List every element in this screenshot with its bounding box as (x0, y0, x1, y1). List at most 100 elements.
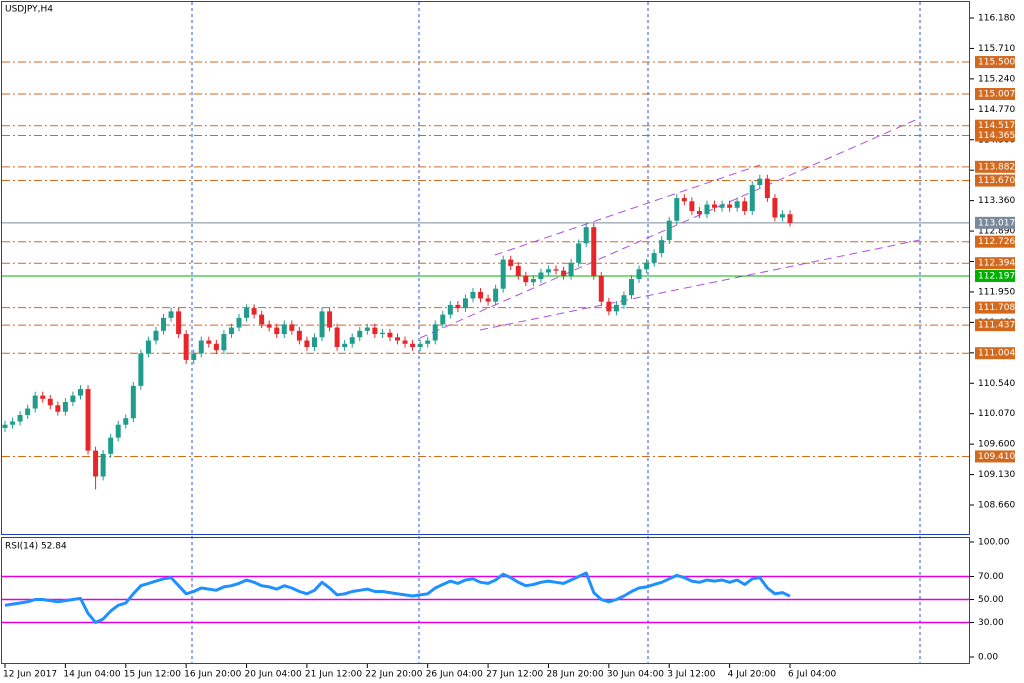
candle-body (161, 317, 167, 331)
level-line-label: 109.410 (978, 452, 1015, 462)
candle-body (470, 291, 476, 299)
level-line-label: 113.882 (978, 162, 1015, 172)
candle-body (628, 278, 634, 296)
candle-body (666, 220, 672, 241)
y-tick-label: 30.00 (978, 618, 1004, 628)
candle-body (712, 204, 718, 208)
x-tick-label: 22 Jun 20:00 (365, 670, 422, 680)
y-tick-label: 109.600 (978, 440, 1015, 450)
candle-body (93, 450, 99, 477)
candle-body (568, 262, 574, 276)
candle-body (379, 332, 385, 335)
candle-body (55, 405, 61, 412)
candle-body (2, 424, 8, 428)
y-tick-label: 113.360 (978, 196, 1015, 206)
candle-body (319, 311, 325, 338)
candle-body (281, 324, 287, 335)
x-tick-label: 20 Jun 04:00 (245, 670, 302, 680)
candle-body (523, 275, 529, 283)
y-tick-label: 115.240 (978, 74, 1015, 84)
candle-body (274, 327, 280, 335)
main-panel-border (1, 1, 970, 535)
level-line-label: 115.007 (978, 89, 1015, 99)
candle-body (85, 389, 91, 451)
y-tick-label: 114.770 (978, 105, 1015, 115)
level-line-tag (975, 450, 1015, 463)
candle-body (342, 343, 348, 347)
candle-body (500, 259, 506, 289)
candle-body (145, 340, 151, 354)
level-line-label: 111.437 (978, 321, 1015, 331)
candle-body (621, 295, 627, 305)
candle-body (606, 301, 612, 312)
candle-body (228, 327, 234, 335)
candle-body (10, 421, 16, 425)
candle-body (40, 395, 46, 399)
candle-body (123, 418, 129, 425)
candle-body (349, 337, 355, 344)
candle-body (440, 314, 446, 325)
level-line-label: 112.394 (978, 259, 1015, 269)
candle-body (455, 304, 461, 309)
candle-body (462, 298, 468, 309)
candle-body (168, 311, 174, 318)
level-line-tag (975, 129, 1015, 142)
level-line-tag (975, 347, 1015, 360)
candle-body (395, 337, 400, 341)
candle-body (153, 330, 159, 341)
candle-body (779, 214, 785, 218)
x-tick-label: 6 Jul 04:00 (788, 670, 837, 680)
candle-body (538, 272, 544, 279)
candle-body (402, 340, 408, 344)
candle-body (244, 308, 250, 318)
y-tick-label: 108.660 (978, 501, 1015, 511)
rsi-line (4, 571, 791, 624)
level-line-tag (975, 56, 1015, 69)
candle-body (478, 291, 484, 299)
level-line-label: 111.004 (978, 349, 1015, 359)
candle-body (62, 402, 68, 412)
candle-body (115, 424, 121, 438)
candle-body (221, 334, 227, 351)
support-line-label: 112.197 (978, 271, 1015, 281)
candle-body (696, 210, 702, 215)
y-tick-label: 112.890 (978, 227, 1015, 237)
level-line-label: 113.670 (978, 176, 1015, 186)
candle-body (372, 327, 378, 335)
candle-body (485, 298, 491, 302)
candle-body (32, 395, 38, 409)
level-line-label: 112.726 (978, 237, 1015, 247)
candle-body (138, 353, 144, 386)
candle-body (259, 314, 265, 325)
candle-body (742, 201, 748, 211)
axes: 116.180115.710115.240114.770114.300113.8… (3, 14, 1015, 680)
y-tick-label: 100.00 (978, 538, 1010, 548)
candle-body (432, 324, 438, 341)
rsi (2, 571, 969, 624)
x-tick-label: 26 Jun 04:00 (426, 670, 483, 680)
candle-body (77, 389, 83, 396)
candle-body (545, 269, 551, 273)
candle-body (176, 311, 182, 335)
level-line-tag (975, 235, 1015, 248)
x-tick-label: 4 Jul 20:00 (728, 670, 777, 680)
candle-body (108, 437, 114, 454)
candle-body (213, 343, 219, 351)
candle-body (515, 266, 521, 276)
candle-body (198, 340, 204, 354)
candle-body (25, 408, 31, 415)
candle-body (681, 198, 687, 202)
candle-body (787, 214, 793, 223)
candle-body (576, 243, 582, 263)
candle-body (591, 227, 597, 276)
level-line-tag (975, 174, 1015, 187)
current-price-line-tag (975, 216, 1015, 229)
candle-body (334, 327, 340, 347)
y-tick-label: 109.130 (978, 470, 1015, 480)
candle-body (764, 178, 770, 199)
candle-body (719, 204, 725, 208)
candle-body (183, 334, 189, 360)
y-tick-label: 110.070 (978, 409, 1015, 419)
candle-body (757, 178, 763, 186)
candle-body (613, 304, 619, 312)
